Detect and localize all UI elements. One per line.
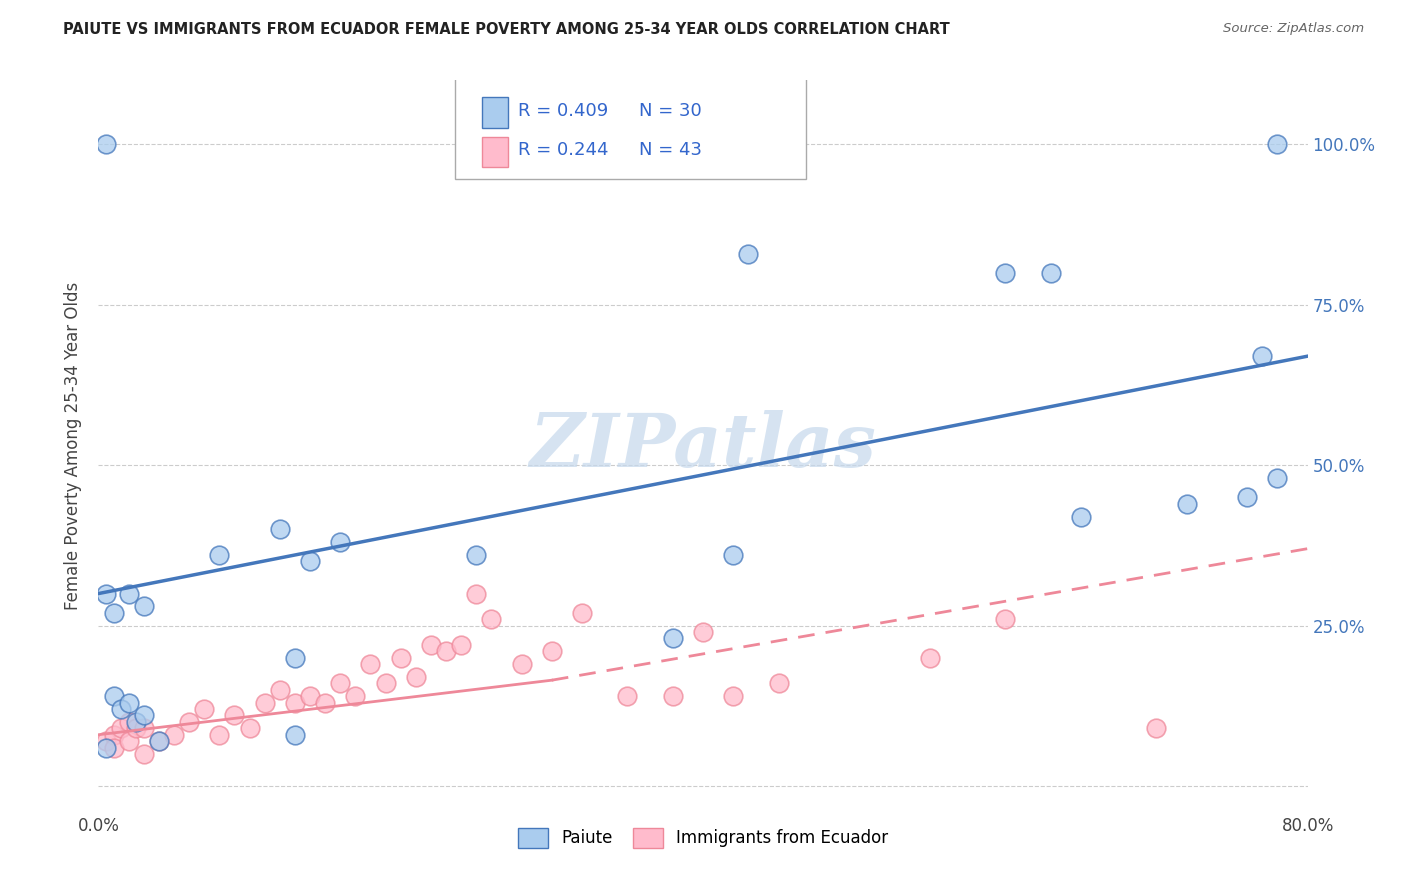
- Point: [405, 670, 427, 684]
- Point: [284, 650, 307, 665]
- Point: [132, 747, 155, 761]
- Point: [110, 721, 132, 735]
- Point: [1175, 497, 1198, 511]
- Point: [132, 599, 155, 614]
- Point: [193, 702, 215, 716]
- Point: [103, 740, 125, 755]
- Point: [737, 246, 759, 260]
- Point: [616, 690, 638, 704]
- Point: [118, 714, 141, 729]
- Legend: Paiute, Immigrants from Ecuador: Paiute, Immigrants from Ecuador: [512, 821, 894, 855]
- Point: [118, 696, 141, 710]
- Point: [1236, 491, 1258, 505]
- Point: [1144, 721, 1167, 735]
- Point: [1251, 349, 1274, 363]
- Point: [344, 690, 367, 704]
- Point: [540, 644, 562, 658]
- Point: [374, 676, 396, 690]
- Point: [224, 708, 246, 723]
- Point: [132, 721, 155, 735]
- Point: [179, 714, 201, 729]
- Point: [329, 676, 352, 690]
- Point: [994, 612, 1017, 626]
- Point: [125, 714, 148, 729]
- Point: [103, 606, 125, 620]
- Point: [94, 586, 117, 600]
- Point: [118, 734, 141, 748]
- Point: [723, 690, 745, 704]
- Point: [661, 690, 683, 704]
- Text: Source: ZipAtlas.com: Source: ZipAtlas.com: [1223, 22, 1364, 36]
- Point: [389, 650, 412, 665]
- Point: [571, 606, 593, 620]
- Point: [1070, 509, 1092, 524]
- Point: [1039, 266, 1062, 280]
- Point: [360, 657, 382, 672]
- Text: R = 0.244: R = 0.244: [517, 141, 609, 159]
- Point: [94, 137, 117, 152]
- Point: [465, 548, 488, 562]
- Point: [148, 734, 170, 748]
- Point: [125, 721, 148, 735]
- Y-axis label: Female Poverty Among 25-34 Year Olds: Female Poverty Among 25-34 Year Olds: [65, 282, 83, 610]
- Point: [132, 708, 155, 723]
- Text: PAIUTE VS IMMIGRANTS FROM ECUADOR FEMALE POVERTY AMONG 25-34 YEAR OLDS CORRELATI: PAIUTE VS IMMIGRANTS FROM ECUADOR FEMALE…: [63, 22, 950, 37]
- FancyBboxPatch shape: [482, 136, 509, 168]
- Point: [163, 728, 186, 742]
- Point: [299, 690, 322, 704]
- Text: R = 0.409: R = 0.409: [517, 102, 609, 120]
- Point: [1267, 137, 1289, 152]
- Point: [465, 586, 488, 600]
- Point: [434, 644, 457, 658]
- Text: N = 30: N = 30: [638, 102, 702, 120]
- FancyBboxPatch shape: [482, 97, 509, 128]
- FancyBboxPatch shape: [456, 77, 806, 179]
- Point: [208, 548, 231, 562]
- Point: [299, 554, 322, 568]
- Point: [118, 586, 141, 600]
- Text: N = 43: N = 43: [638, 141, 702, 159]
- Text: ZIPatlas: ZIPatlas: [530, 409, 876, 483]
- Point: [918, 650, 941, 665]
- Point: [481, 612, 503, 626]
- Point: [94, 734, 117, 748]
- Point: [208, 728, 231, 742]
- Point: [269, 682, 291, 697]
- Point: [661, 632, 683, 646]
- Point: [994, 266, 1017, 280]
- Point: [329, 535, 352, 549]
- Point: [269, 523, 291, 537]
- Point: [110, 702, 132, 716]
- Point: [314, 696, 336, 710]
- Point: [692, 625, 714, 640]
- Point: [450, 638, 472, 652]
- Point: [253, 696, 276, 710]
- Point: [239, 721, 262, 735]
- Point: [284, 696, 307, 710]
- Point: [1267, 471, 1289, 485]
- Point: [510, 657, 533, 672]
- Point: [768, 676, 790, 690]
- Point: [103, 728, 125, 742]
- Point: [284, 728, 307, 742]
- Point: [420, 638, 443, 652]
- Point: [94, 740, 117, 755]
- Point: [148, 734, 170, 748]
- Point: [723, 548, 745, 562]
- Point: [103, 690, 125, 704]
